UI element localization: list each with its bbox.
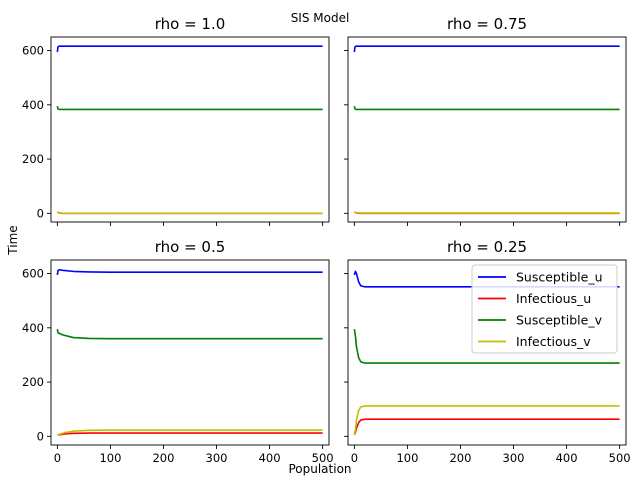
x-tick-label: 200 (152, 451, 174, 465)
x-tick-label: 500 (312, 451, 334, 465)
x-tick-label: 200 (449, 451, 471, 465)
legend-label: Infectious_v (516, 334, 591, 349)
series-line-infectious-v (353, 405, 620, 436)
x-tick-label: 300 (206, 451, 228, 465)
y-tick-label: 400 (22, 321, 44, 335)
y-tick-label: 0 (37, 206, 44, 220)
figure-ylabel: Time (6, 225, 20, 255)
x-tick-label: 100 (99, 451, 121, 465)
legend: Susceptible_u Infectious_u Susceptible_v In… (471, 264, 618, 354)
legend-frame (471, 264, 618, 354)
subplot-title: rho = 1.0 (155, 15, 226, 33)
series-line-infectious-u (353, 418, 620, 436)
x-tick-label: 0 (351, 451, 358, 465)
axes-frame (50, 36, 330, 223)
figure-xlabel: Population (288, 462, 351, 476)
y-tick-label: 600 (22, 44, 44, 58)
series-line-susceptible-v (353, 329, 620, 364)
y-tick-label: 600 (22, 267, 44, 281)
y-tick-label: 200 (22, 375, 44, 389)
y-tick-label: 0 (37, 429, 44, 443)
y-tick-label: 400 (22, 98, 44, 112)
series-line-susceptible-u (56, 268, 323, 276)
legend-entry: Infectious_v (478, 334, 591, 349)
axes-frame (50, 259, 330, 446)
legend-label: Susceptible_u (516, 270, 603, 285)
series-line-infectious-v (57, 429, 323, 436)
series-line-infectious-v (57, 211, 323, 215)
x-tick-label: 300 (503, 451, 525, 465)
subplot-2: rho = 0.75 (344, 15, 627, 226)
legend-label: Infectious_u (516, 291, 591, 306)
series-line-susceptible-v (56, 106, 323, 111)
x-tick-label: 100 (396, 451, 418, 465)
x-tick-label: 400 (259, 451, 281, 465)
axes-frame (347, 259, 627, 446)
subplot-1: rho = 1.0 0 200 400 600 (22, 15, 330, 226)
legend-entry: Infectious_u (478, 291, 591, 306)
subplot-3: rho = 0.5 0 100 200 300 400 500 0 200 400 600 (22, 238, 334, 465)
series-line-infectious-v (354, 211, 620, 214)
y-tick-label: 200 (22, 152, 44, 166)
legend-label: Susceptible_v (516, 313, 603, 328)
subplot-4: rho = 0.25 0 100 200 300 400 500 (344, 238, 631, 465)
series-line-susceptible-u (353, 45, 620, 53)
series-line-susceptible-u (353, 270, 620, 288)
x-tick-label: 500 (609, 451, 631, 465)
series-line-infectious-u (57, 432, 323, 436)
subplot-title: rho = 0.5 (155, 238, 226, 256)
x-tick-label: 0 (54, 451, 61, 465)
series-line-susceptible-v (56, 329, 323, 340)
x-tick-label: 400 (556, 451, 578, 465)
figure-suptitle: SIS Model (291, 11, 350, 25)
subplot-title: rho = 0.25 (447, 238, 527, 256)
subplot-title: rho = 0.75 (447, 15, 527, 33)
axes-frame (347, 36, 627, 223)
legend-entry: Susceptible_v (478, 313, 603, 328)
subplot-grid: rho = 1.0 0 200 400 600 rho = 0.75 rho = 0.5 0 1… (22, 15, 631, 465)
legend-entry: Susceptible_u (478, 270, 603, 285)
series-line-susceptible-u (56, 45, 323, 53)
series-line-susceptible-v (353, 106, 620, 111)
